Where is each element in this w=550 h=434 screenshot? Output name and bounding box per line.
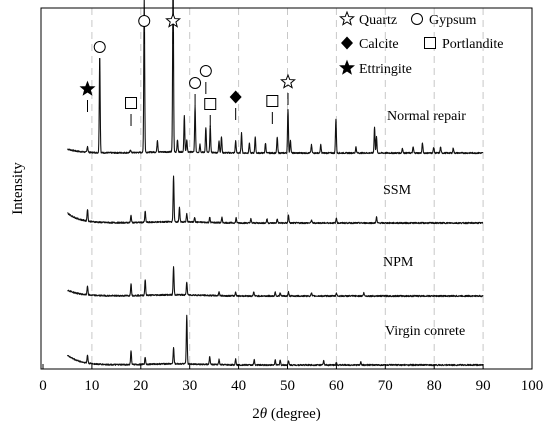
series-labels: Normal repair SSM NPM Virgin conrete bbox=[383, 109, 466, 339]
gypsum-marker bbox=[199, 65, 212, 77]
gypsum-marker bbox=[138, 15, 151, 27]
legend-label: Portlandite bbox=[442, 37, 503, 52]
portlandite-marker bbox=[125, 97, 138, 109]
legend-label: Ettringite bbox=[359, 62, 412, 77]
x-tick-label: 0 bbox=[39, 378, 47, 394]
x-axis-ticks: 0 10 20 30 40 50 60 70 80 90 100 bbox=[39, 364, 543, 394]
x-tick-label: 70 bbox=[378, 378, 393, 394]
portlandite-marker bbox=[204, 98, 217, 110]
gypsum-marker bbox=[189, 77, 202, 89]
x-tick-label: 40 bbox=[231, 378, 246, 394]
x-tick-label: 10 bbox=[84, 378, 99, 394]
x-tick-label: 90 bbox=[476, 378, 491, 394]
ettringite-legend-symbol bbox=[339, 59, 355, 75]
x-tick-label: 30 bbox=[182, 378, 197, 394]
ettringite-marker bbox=[79, 80, 96, 96]
series-trace-4 bbox=[66, 314, 484, 367]
quartz-legend-symbol bbox=[339, 10, 355, 26]
x-tick-label: 60 bbox=[329, 378, 344, 394]
legend-label: Quartz bbox=[359, 13, 397, 28]
series-label: Normal repair bbox=[387, 109, 466, 124]
x-axis-label: 2θ (degree) bbox=[252, 406, 321, 422]
quartz-marker bbox=[280, 73, 296, 89]
gypsum-marker bbox=[93, 41, 106, 53]
x-tick-label: 80 bbox=[427, 378, 442, 394]
quartz-marker bbox=[165, 12, 182, 28]
series-label: NPM bbox=[383, 255, 414, 270]
portlandite-legend-symbol bbox=[424, 37, 436, 49]
grid-lines bbox=[91, 8, 484, 369]
series-trace-3 bbox=[67, 266, 484, 298]
y-axis-label: Intensity bbox=[10, 162, 26, 215]
legend: Quartz Gypsum Calcite Portlandite Ettringite bbox=[339, 10, 503, 77]
series-trace-1 bbox=[67, 0, 484, 155]
legend-label: Gypsum bbox=[429, 13, 477, 28]
gypsum-legend-symbol bbox=[411, 13, 423, 25]
x-tick-label: 20 bbox=[133, 378, 148, 394]
phase-markers bbox=[79, 12, 296, 127]
portlandite-marker bbox=[266, 95, 279, 107]
calcite-marker bbox=[229, 90, 242, 104]
calcite-legend-symbol bbox=[341, 36, 353, 50]
series-trace-2 bbox=[67, 175, 484, 225]
series-label: SSM bbox=[383, 183, 412, 198]
series-label: Virgin conrete bbox=[385, 324, 465, 339]
x-tick-label: 50 bbox=[280, 378, 295, 394]
legend-label: Calcite bbox=[359, 37, 399, 52]
x-tick-label: 100 bbox=[521, 378, 544, 394]
plot-frame bbox=[40, 7, 533, 370]
series-layer bbox=[66, 0, 484, 367]
